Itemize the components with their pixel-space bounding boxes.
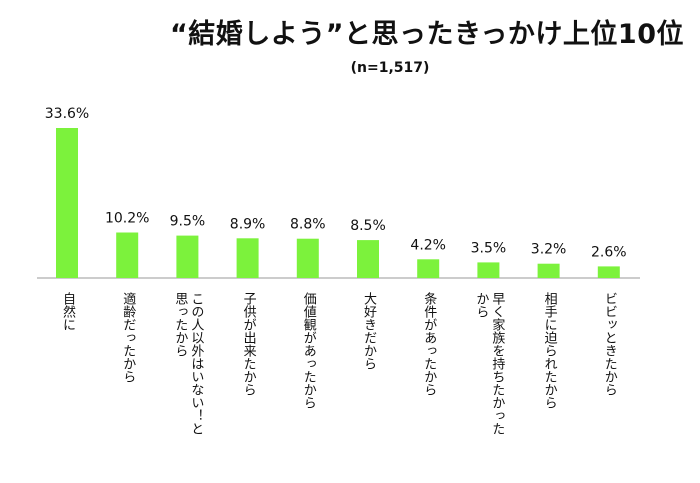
category-label: ビビッときたから — [601, 292, 617, 396]
data-label: 9.5% — [170, 214, 206, 230]
data-label: 8.8% — [290, 217, 326, 233]
category-label: 自然に — [60, 292, 75, 331]
data-label: 2.6% — [591, 244, 627, 260]
bar — [116, 232, 139, 278]
chart-subtitle: (n=1,517) — [350, 60, 430, 76]
bar — [357, 240, 379, 278]
bar — [176, 235, 199, 278]
category-label: 適齢だったから — [120, 292, 136, 383]
data-label: 4.2% — [410, 237, 446, 253]
data-label: 8.5% — [350, 218, 386, 234]
bar — [537, 263, 560, 278]
category-label: 価値観があったから — [300, 292, 316, 409]
category-label: この人以外はいない！と 思ったから — [172, 292, 204, 435]
data-label: 8.9% — [230, 216, 266, 232]
bar — [417, 259, 440, 279]
category-label: 条件があったから — [421, 292, 437, 396]
bar — [56, 128, 78, 278]
bar — [597, 266, 620, 278]
category-label: 相手に迫られたから — [541, 292, 557, 409]
category-label: 子供が出来たから — [240, 292, 256, 396]
data-label: 3.2% — [531, 242, 567, 258]
data-label: 3.5% — [471, 240, 507, 256]
bar — [296, 238, 319, 278]
bar — [477, 262, 500, 278]
chart-title: “結婚しよう”と思ったきっかけ上位10位 — [170, 19, 684, 50]
data-label: 10.2% — [105, 211, 149, 227]
bar — [236, 238, 259, 278]
category-label: 大好きだから — [361, 292, 376, 370]
category-label: 早く家族を持ちたかった から — [473, 292, 505, 435]
data-label: 33.6% — [45, 106, 89, 122]
